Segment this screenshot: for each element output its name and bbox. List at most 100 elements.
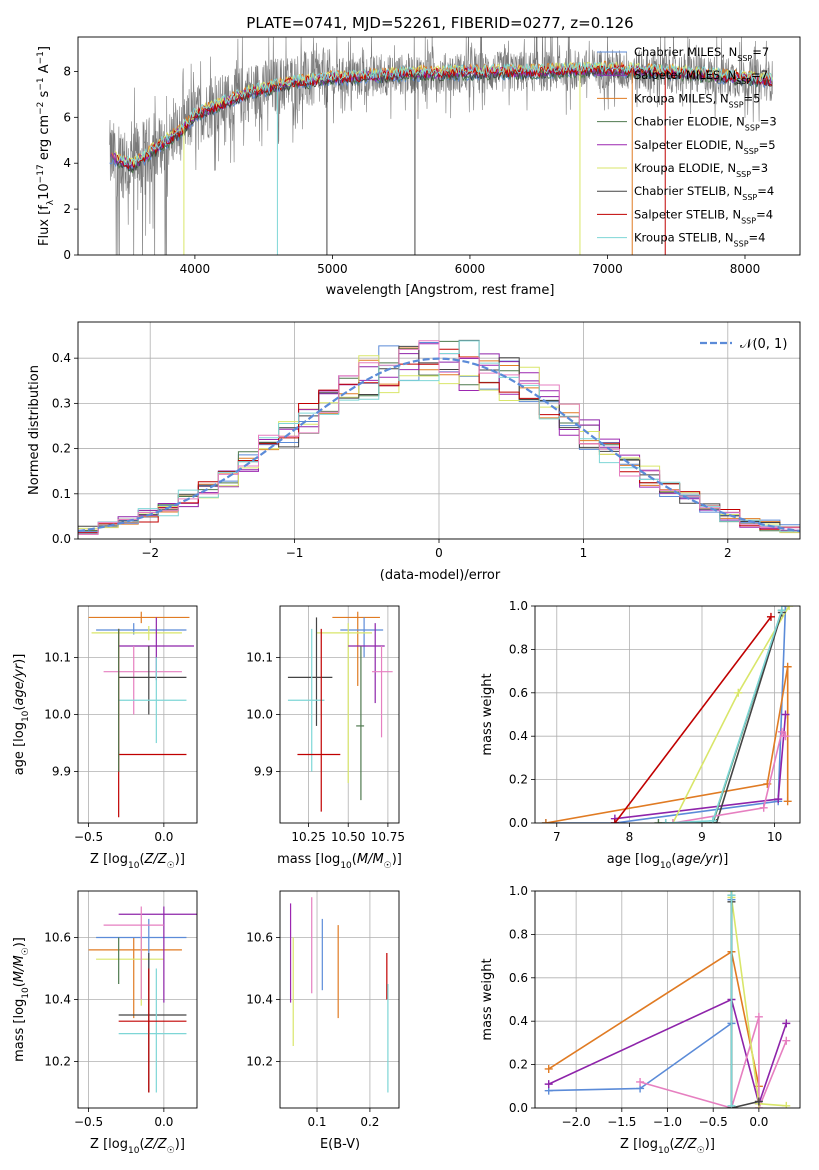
y-tick-label: 0.4: [509, 1014, 528, 1028]
y-tick-label: 4: [63, 156, 71, 170]
y-tick-label: 6: [63, 110, 71, 124]
y-tick-label: 10.4: [246, 993, 273, 1007]
y-tick-label: 1.0: [509, 599, 528, 613]
axes-frame: [77, 321, 801, 540]
y-tick-label: 10.1: [44, 650, 71, 664]
y-tick-label: 1.0: [509, 884, 528, 898]
x-tick-label: 10: [767, 830, 782, 844]
mass-weight-marker: [636, 1077, 645, 1086]
legend-label: Chabrier ELODIE, NSSP=3: [634, 115, 777, 133]
y-axis-label: mass weight: [480, 958, 495, 1040]
x-tick-label: 10.75: [371, 830, 405, 844]
mass-weight-marker: [781, 606, 790, 610]
y-tick-label: 9.9: [52, 765, 71, 779]
y-tick-label: 0.1: [52, 487, 71, 501]
x-tick-label: 1: [580, 546, 588, 560]
x-tick-label: 10.50: [331, 830, 365, 844]
y-axis-label: age [log10(age/yr)]: [12, 654, 31, 776]
legend-label: Kroupa ELODIE, NSSP=3: [634, 161, 768, 179]
mass-weight-marker: [661, 819, 670, 823]
mass-weight-vs-metallicity-panel: −2.0 −1.5 −1.0 −0.5 0.0 0.0 0.2 0.4 0.6 0.8 1.0 Z […: [480, 884, 801, 1156]
mass-weight-marker: [774, 795, 783, 804]
y-tick-label: 0.0: [509, 816, 528, 830]
y-tick-label: 10.6: [44, 931, 71, 945]
mass-weight-line: [614, 616, 772, 823]
x-tick-label: 0.2: [360, 1115, 379, 1129]
legend-label: Kroupa MILES, NSSP=5: [634, 91, 760, 109]
age-vs-metallicity-panel: −0.5 0.0 9.9 10.0 10.1 Z [log10(Z/Z☉)] age [lo…: [12, 605, 198, 871]
x-tick-label: −0.5: [74, 830, 103, 844]
mass-weight-marker: [544, 1064, 553, 1073]
y-tick-label: 0.2: [52, 442, 71, 456]
mass-weight-marker: [782, 1019, 791, 1028]
mass-weight-marker: [754, 1012, 763, 1021]
x-tick-label: 0.0: [154, 830, 173, 844]
x-tick-label: 6000: [455, 262, 486, 276]
mass-weight-marker: [541, 819, 550, 823]
y-tick-label: 2: [63, 202, 71, 216]
y-tick-label: 10.6: [246, 931, 273, 945]
model-spectrum-line: [118, 61, 773, 166]
mass-weight-line: [658, 610, 783, 823]
x-tick-label: −1.0: [653, 1115, 682, 1129]
mass-weight-marker: [785, 606, 794, 610]
plot-area: [280, 891, 399, 1108]
x-axis-label: Z [log10(Z/Z☉)]: [90, 852, 185, 871]
x-axis-label: wavelength [Angstrom, rest frame]: [326, 283, 555, 298]
x-tick-label: 0.0: [154, 1115, 173, 1129]
y-axis-label: mass [log10(M/M☉)]: [12, 937, 31, 1062]
y-tick-label: 8: [63, 64, 71, 78]
mass-weight-line: [545, 666, 789, 823]
y-tick-label: 0.4: [52, 351, 71, 365]
histogram-step-line: [78, 340, 800, 539]
y-tick-label: 0: [63, 248, 71, 262]
mass-weight-line: [665, 612, 783, 823]
y-tick-label: 0.6: [509, 686, 528, 700]
x-axis-label: Z [log10(Z/Z☉)]: [90, 1137, 185, 1156]
y-tick-label: 10.0: [44, 708, 71, 722]
mass-weight-marker: [781, 710, 790, 719]
y-tick-label: 0.4: [509, 729, 528, 743]
x-tick-label: 0.0: [749, 1115, 768, 1129]
y-tick-label: 0.3: [52, 396, 71, 410]
mass-weight-marker: [654, 819, 663, 823]
axes-frame: [279, 890, 400, 1109]
mass-weight-marker: [783, 797, 792, 806]
y-tick-label: 0.0: [509, 1101, 528, 1115]
x-axis-label: mass [log10(M/M☉)]: [277, 852, 402, 871]
axes-frame: [534, 605, 801, 824]
legend-label: Chabrier STELIB, NSSP=4: [634, 184, 774, 202]
age-vs-mass-panel: 10.25 10.50 10.75 9.9 10.0 10.1 mass [log10(M/…: [246, 605, 405, 871]
y-tick-label: 9.9: [254, 765, 273, 779]
mass-weight-vs-age-panel: 7 8 9 10 0.0 0.2 0.4 0.6 0.8 1.0 age [log10(age/yr…: [480, 599, 801, 871]
x-tick-label: 7: [553, 830, 561, 844]
y-tick-label: 10.4: [44, 993, 71, 1007]
x-tick-label: 4000: [180, 262, 211, 276]
figure-title: PLATE=0741, MJD=52261, FIBERID=0277, z=0…: [246, 14, 633, 32]
mass-weight-line: [672, 730, 787, 823]
mass-weight-marker: [766, 612, 775, 621]
mass-vs-ebv-panel: 0.1 0.2 10.2 10.4 10.6 E(B-V): [246, 890, 400, 1152]
x-tick-label: 9: [698, 830, 706, 844]
plot-area: [78, 891, 197, 1108]
y-tick-label: 0.0: [52, 532, 71, 546]
mass-weight-marker: [727, 891, 736, 900]
x-tick-label: −0.5: [699, 1115, 728, 1129]
mass-weight-line: [548, 998, 788, 1107]
axes-frame: [534, 890, 801, 1109]
plot-area: [280, 606, 399, 823]
mass-weight-marker: [759, 803, 768, 812]
plot-area: [535, 606, 800, 823]
legend-label: Chabrier MILES, NSSP=7: [634, 45, 769, 63]
legend-label: Salpeter MILES, NSSP=7: [634, 68, 768, 86]
y-tick-label: 0.8: [509, 642, 528, 656]
x-tick-label: 8000: [730, 262, 761, 276]
mass-weight-marker: [777, 606, 786, 615]
legend-label: 𝒩(0, 1): [740, 337, 787, 352]
x-tick-label: −2: [141, 546, 159, 560]
plot-area: [535, 891, 800, 1108]
x-tick-label: 10.25: [291, 830, 325, 844]
x-tick-label: −2.0: [562, 1115, 591, 1129]
y-tick-label: 0.6: [509, 971, 528, 985]
